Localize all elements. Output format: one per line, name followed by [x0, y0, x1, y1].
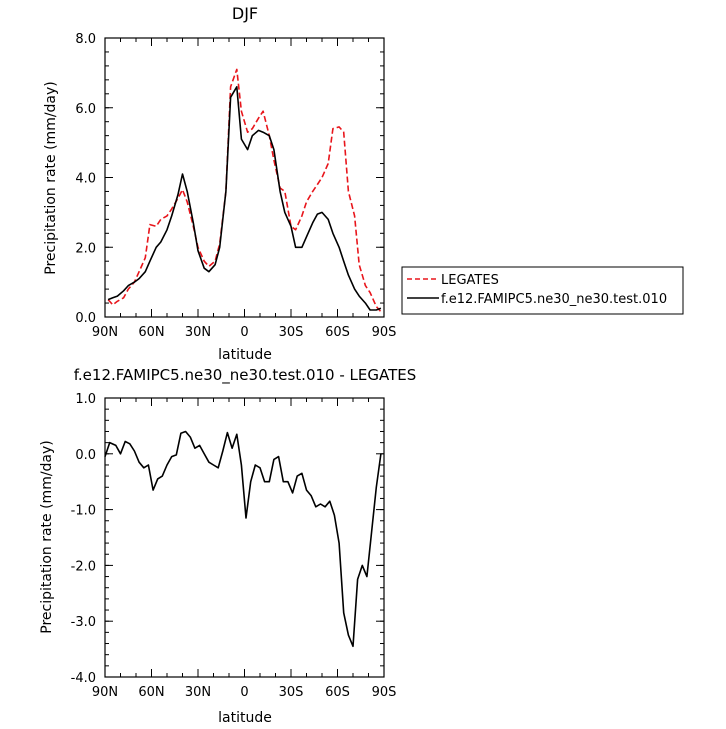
bottom-x-axis-label: latitude	[218, 710, 272, 726]
bottom-x-tick-label: 30S	[279, 685, 304, 700]
bottom-ticks: 90N 60N 30N 0 30S 60S 90S -4.0 -3.0 -2.0 -1.0 0.0 1.…	[71, 392, 397, 700]
top-x-tick-label: 90N	[92, 325, 118, 340]
top-x-tick-label: 60N	[138, 325, 164, 340]
top-x-tick-label: 30N	[185, 325, 211, 340]
top-x-axis-label: latitude	[218, 347, 272, 363]
bottom-chart-title: f.e12.FAMIPC5.ne30_ne30.test.010 - LEGAT…	[74, 366, 417, 385]
bottom-plot-frame	[104, 397, 385, 678]
top-x-tick-label: 0	[240, 325, 248, 340]
bottom-y-tick-label: 1.0	[75, 392, 96, 407]
bottom-y-tick-label: -2.0	[71, 559, 96, 574]
top-y-tick-label: 6.0	[75, 102, 96, 117]
bottom-y-tick-label: -1.0	[71, 504, 96, 519]
bottom-plot-area	[104, 430, 382, 648]
bottom-x-tick-label: 30N	[185, 685, 211, 700]
bottom-y-tick-label: -4.0	[71, 671, 96, 686]
top-x-tick-label: 90S	[372, 325, 397, 340]
top-plot-area	[107, 68, 382, 313]
legend-label-legates: LEGATES	[441, 273, 499, 288]
bottom-series-line-model	[104, 430, 382, 648]
top-x-tick-label: 60S	[325, 325, 350, 340]
top-chart-title: DJF	[232, 4, 258, 23]
top-series-line-model	[107, 86, 382, 311]
top-y-tick-label: 2.0	[75, 241, 96, 256]
top-y-tick-label: 4.0	[75, 172, 96, 187]
panel-bottom: f.e12.FAMIPC5.ne30_ne30.test.010 - LEGAT…	[39, 366, 416, 726]
top-ticks: 90N 60N 30N 0 30S 60S 90S 0.0 2.0 4.0 6.0 8.0	[75, 32, 396, 340]
bottom-y-tick-label: 0.0	[75, 448, 96, 463]
bottom-x-tick-label: 90S	[372, 685, 397, 700]
panel-top: DJF Precipitation rate (mm/day) latitude…	[43, 4, 396, 363]
legend-label-model: f.e12.FAMIPC5.ne30_ne30.test.010	[441, 292, 667, 307]
bottom-x-tick-label: 0	[240, 685, 248, 700]
top-series-line-legates	[107, 68, 382, 313]
top-y-tick-label: 0.0	[75, 311, 96, 326]
bottom-y-axis-label: Precipitation rate (mm/day)	[39, 440, 55, 634]
top-y-axis-label: Precipitation rate (mm/day)	[43, 81, 59, 275]
legend-box	[401, 266, 684, 315]
bottom-x-tick-label: 90N	[92, 685, 118, 700]
top-plot-frame	[104, 37, 385, 318]
top-x-tick-label: 30S	[279, 325, 304, 340]
bottom-x-tick-label: 60S	[325, 685, 350, 700]
bottom-y-tick-label: -3.0	[71, 615, 96, 630]
bottom-x-tick-label: 60N	[138, 685, 164, 700]
legend: LEGATES f.e12.FAMIPC5.ne30_ne30.test.010	[401, 266, 684, 315]
top-y-tick-label: 8.0	[75, 32, 96, 47]
